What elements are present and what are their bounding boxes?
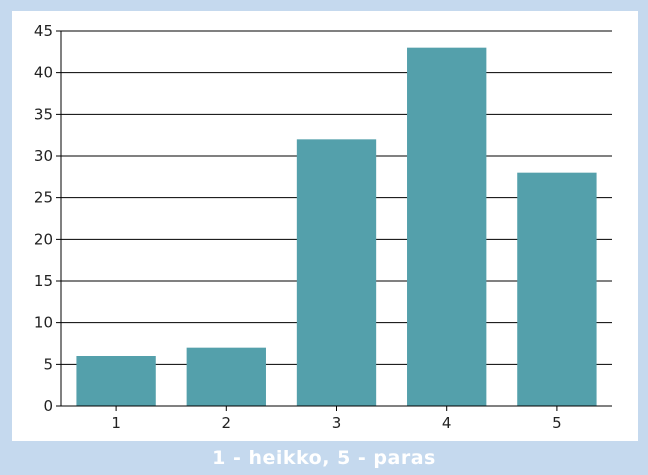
y-tick-label: 15 [34, 272, 53, 290]
x-tick-label: 1 [111, 414, 121, 432]
y-tick-label: 5 [43, 355, 53, 373]
bar-3 [296, 139, 377, 407]
y-tick-label: 20 [34, 230, 53, 248]
x-axis-title: 1 - heikko, 5 - paras [212, 447, 436, 469]
x-tick-label: 3 [332, 414, 342, 432]
bars [76, 47, 597, 407]
bar-5 [517, 172, 597, 406]
axes [56, 31, 612, 411]
bar-1 [76, 356, 156, 406]
y-tick-labels: 0 5 10 15 20 25 30 35 40 45 [34, 22, 53, 415]
bar-2 [186, 347, 266, 406]
y-tick-label: 25 [34, 189, 53, 207]
y-tick-label: 0 [43, 397, 53, 415]
y-tick-label: 40 [34, 64, 53, 82]
x-tick-labels: 1 2 3 4 5 [111, 414, 561, 432]
x-tick-label: 2 [222, 414, 232, 432]
y-tick-label: 30 [34, 147, 53, 165]
y-tick-label: 45 [34, 22, 53, 40]
x-tick-label: 5 [552, 414, 562, 432]
y-tick-label: 10 [34, 314, 53, 332]
bar-4 [407, 47, 487, 407]
x-tick-label: 4 [442, 414, 452, 432]
y-tick-label: 35 [34, 105, 53, 123]
